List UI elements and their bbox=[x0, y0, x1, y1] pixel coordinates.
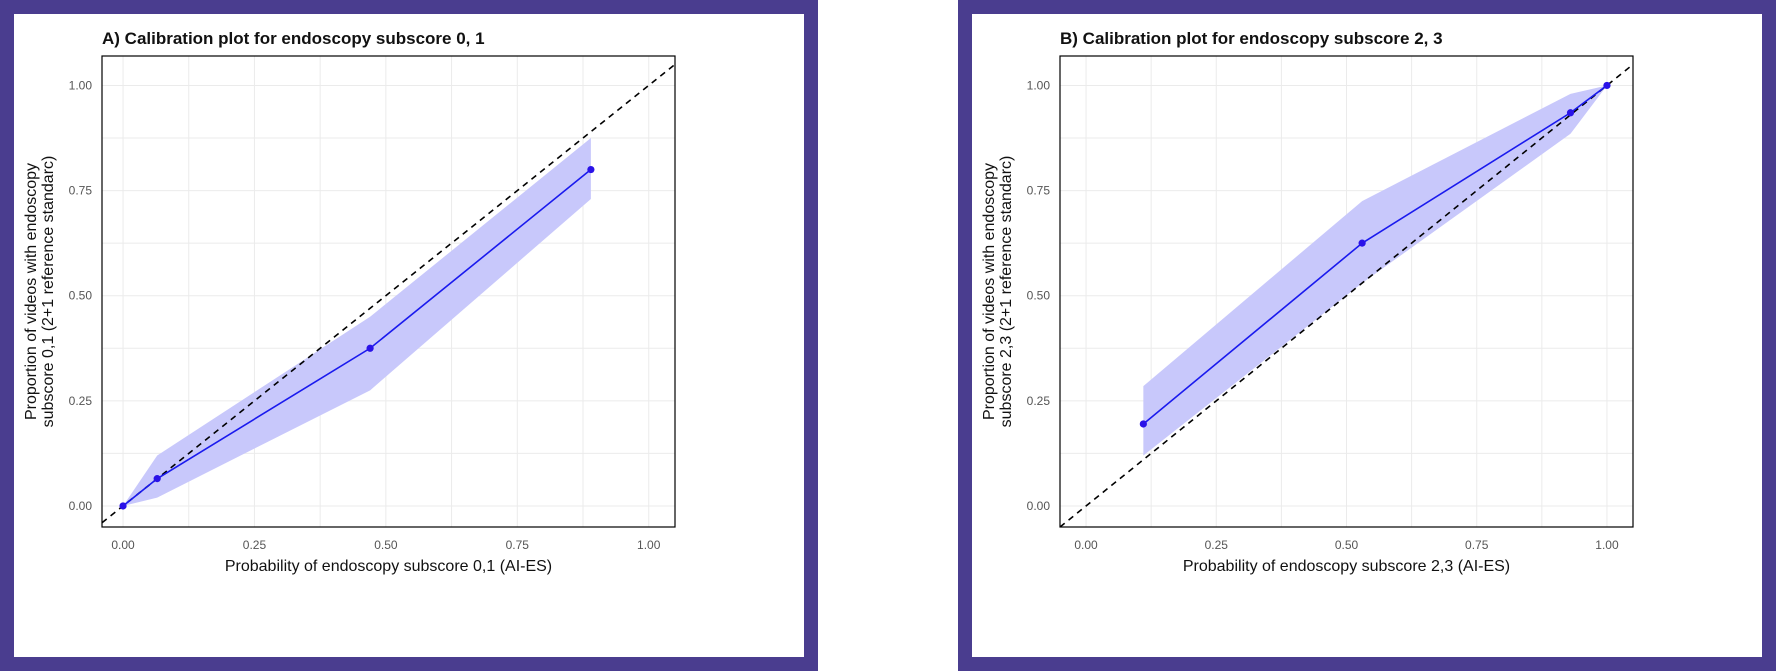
data-point bbox=[1139, 420, 1147, 428]
plot-border bbox=[101, 55, 676, 528]
reference-line bbox=[101, 63, 676, 524]
confidence-band bbox=[123, 138, 591, 506]
y-tick-label: 0.50 bbox=[1027, 289, 1051, 303]
y-axis-label-line-2: subscore 0,1 (2+1 reference standarc) bbox=[40, 156, 57, 428]
data-point bbox=[366, 344, 374, 352]
data-point bbox=[1566, 109, 1575, 117]
y-tick-label: 0.25 bbox=[1027, 394, 1051, 408]
panel-a-frame: 0.00 0.25 0.50 0.75 1.00 0.00 0.25 0.50 0.75 1.00… bbox=[0, 0, 818, 671]
data-point bbox=[1603, 81, 1611, 90]
y-tick-label: 1.00 bbox=[1027, 78, 1051, 92]
y-axis-label-line-1: Proportion of videos with endoscopy bbox=[23, 163, 40, 420]
plot-border bbox=[1059, 55, 1634, 528]
y-axis-label-line-1: Proportion of videos with endoscopy bbox=[981, 163, 998, 420]
data-point bbox=[587, 165, 595, 174]
chart-title: A) Calibration plot for endoscopy subsco… bbox=[102, 29, 485, 48]
x-axis-label: Probability of endoscopy subscore 2,3 (A… bbox=[1183, 558, 1510, 575]
y-axis-label-line-2: subscore 2,3 (2+1 reference standarc) bbox=[998, 156, 1015, 428]
calibration-chart-a: 0.00 0.25 0.50 0.75 1.00 0.00 0.25 0.50 0.75 1.00… bbox=[23, 29, 676, 575]
x-tick-label: 0.50 bbox=[1335, 538, 1359, 552]
y-tick-label: 0.50 bbox=[69, 289, 93, 303]
y-tick-label: 1.00 bbox=[69, 78, 93, 92]
x-axis-label: Probability of endoscopy subscore 0,1 (A… bbox=[225, 558, 552, 575]
x-tick-label: 1.00 bbox=[637, 538, 661, 552]
calibration-line bbox=[122, 168, 592, 507]
calibration-line bbox=[1142, 84, 1608, 425]
x-tick-label: 0.50 bbox=[374, 538, 398, 552]
x-tick-label: 0.75 bbox=[1465, 538, 1489, 552]
y-tick-label: 0.00 bbox=[69, 499, 93, 513]
x-tick-label: 0.00 bbox=[1074, 538, 1098, 552]
y-tick-label: 0.75 bbox=[1027, 184, 1051, 198]
y-tick-label: 0.25 bbox=[69, 394, 93, 408]
x-tick-label: 0.75 bbox=[506, 538, 530, 552]
panel-b-frame: 0.00 0.25 0.50 0.75 1.00 0.00 0.25 0.50 0.75 1.00… bbox=[958, 0, 1776, 671]
x-tick-label: 0.25 bbox=[1205, 538, 1229, 552]
data-point bbox=[1358, 239, 1366, 247]
calibration-chart-b: 0.00 0.25 0.50 0.75 1.00 0.00 0.25 0.50 0.75 1.00… bbox=[981, 29, 1634, 575]
reference-line bbox=[1059, 63, 1634, 528]
x-tick-label: 0.25 bbox=[243, 538, 267, 552]
data-point bbox=[153, 475, 161, 483]
y-tick-label: 0.00 bbox=[1027, 499, 1051, 513]
y-tick-label: 0.75 bbox=[69, 184, 93, 198]
data-point bbox=[119, 502, 127, 510]
x-tick-label: 0.00 bbox=[111, 538, 135, 552]
confidence-band bbox=[1143, 85, 1607, 456]
x-tick-label: 1.00 bbox=[1595, 538, 1619, 552]
chart-title: B) Calibration plot for endoscopy subsco… bbox=[1060, 29, 1443, 48]
